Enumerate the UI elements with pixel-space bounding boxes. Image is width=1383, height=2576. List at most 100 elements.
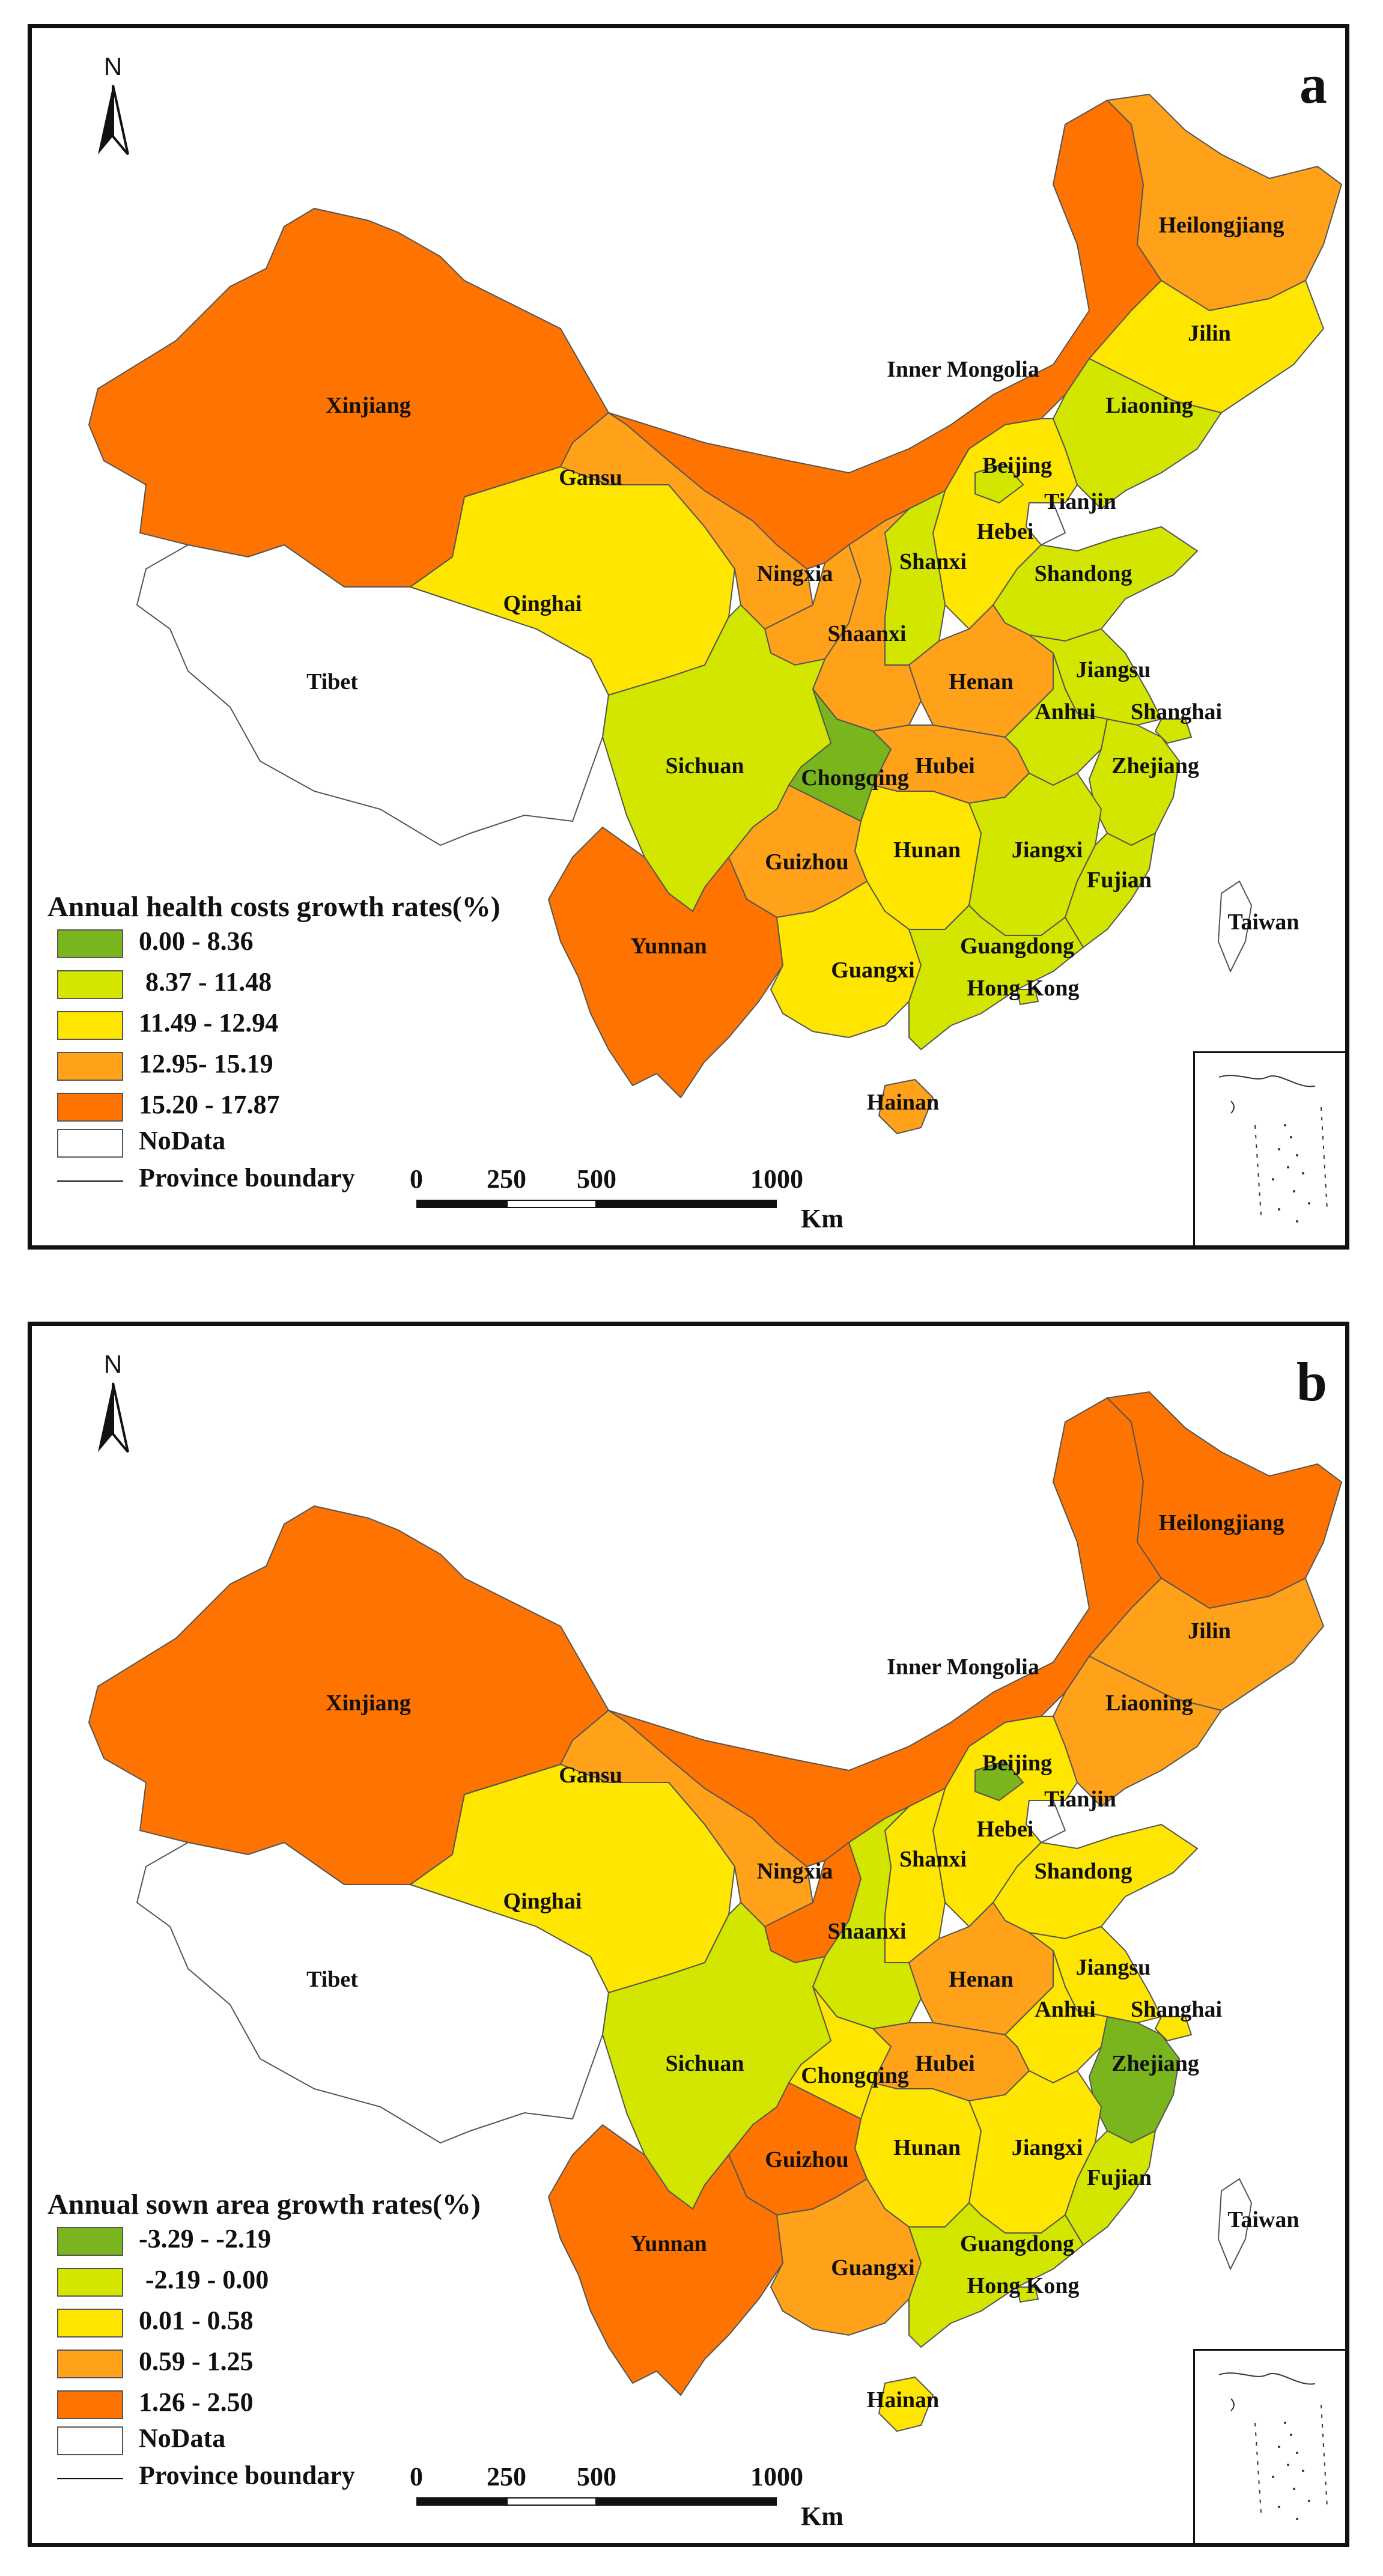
boundary-line-symbol <box>57 1180 123 1182</box>
legend-label: 1.26 - 2.50 <box>139 2387 254 2417</box>
province-label: Henan <box>949 1967 1014 1992</box>
province-taiwan <box>1217 880 1253 973</box>
province-yunnan <box>547 826 784 1099</box>
province-hongkong <box>1016 989 1039 1006</box>
legend-item: 0.00 - 8.36 <box>43 923 583 964</box>
province-guangdong <box>908 904 1084 1051</box>
province-label: Heilongjiang <box>1158 1510 1284 1536</box>
province-label: Shanxi <box>899 549 967 574</box>
legend-swatch <box>57 2268 123 2297</box>
scale-tick: 250 <box>487 1164 526 1194</box>
province-label: Taiwan <box>1228 2207 1299 2232</box>
legend-label: 15.20 - 17.87 <box>139 1090 280 1119</box>
legend-item: 15.20 - 17.87 <box>43 1087 583 1128</box>
legend: Annual sown area growth rates(%) -3.29 -… <box>43 2188 583 2499</box>
china-map-a: Xinjiang Tibet Qinghai Gansu Inner Mongolia H… <box>88 93 1343 1135</box>
legend-swatch <box>57 2227 123 2256</box>
province-label: Guizhou <box>765 2147 848 2172</box>
scale-tick: 0 <box>410 1164 423 1194</box>
panel-letter: a <box>1299 53 1327 115</box>
province-label: Qinghai <box>503 1889 582 1914</box>
legend-label: Province boundary <box>139 1163 355 1192</box>
china-map-b: Xinjiang Tibet Qinghai Gansu Inner Mongolia H… <box>88 1391 1343 2432</box>
province-label: Zhejiang <box>1111 2051 1199 2076</box>
province-label: Ningxia <box>757 561 833 586</box>
scale-tick: 500 <box>577 2462 616 2491</box>
province-label: Fujian <box>1087 867 1152 893</box>
province-label: Yunnan <box>630 934 707 959</box>
province-label: Hainan <box>867 1090 939 1115</box>
province-label: Hubei <box>915 753 974 779</box>
legend-swatch <box>57 1129 123 1158</box>
legend-item: NoData <box>43 1126 583 1160</box>
province-label: Tibet <box>306 669 358 694</box>
province-label: Hubei <box>915 2051 974 2076</box>
province-label: Sichuan <box>666 2051 744 2076</box>
legend-label: 0.01 - 0.58 <box>139 2306 254 2335</box>
inset-map <box>1218 1075 1328 1223</box>
legend-swatch <box>57 2350 123 2378</box>
province-label: Anhui <box>1035 699 1095 724</box>
scale-segment <box>597 2497 777 2506</box>
legend-label: NoData <box>139 2423 226 2453</box>
legend-swatch <box>57 970 123 999</box>
province-hainan <box>878 2376 934 2432</box>
legend-swatch <box>57 2426 123 2455</box>
legend: Annual health costs growth rates(%) 0.00… <box>43 890 583 1201</box>
province-label: Hainan <box>867 2387 939 2413</box>
legend-label: -3.29 - -2.19 <box>139 2224 271 2253</box>
north-letter: N <box>103 52 123 80</box>
province-label: Heilongjiang <box>1158 213 1284 238</box>
province-label: Sichuan <box>666 753 744 779</box>
legend-item: Province boundary <box>43 2458 583 2499</box>
province-guangdong <box>908 2202 1084 2348</box>
province-label: Inner Mongolia <box>887 357 1039 382</box>
legend-item: 8.37 - 11.48 <box>43 964 583 1005</box>
legend-item: 12.95- 15.19 <box>43 1046 583 1087</box>
province-label: Xinjiang <box>326 1690 410 1716</box>
province-hongkong <box>1016 2286 1039 2303</box>
province-shanghai <box>1154 718 1193 744</box>
province-label: Xinjiang <box>326 393 410 418</box>
panel-letter: b <box>1296 1351 1327 1412</box>
province-label: Hebei <box>977 1817 1034 1842</box>
province-tibet <box>136 1841 610 2144</box>
legend-item: 0.01 - 0.58 <box>43 2303 583 2344</box>
scale-tick: 1000 <box>750 1164 803 1194</box>
province-label: Anhui <box>1035 1997 1095 2022</box>
inset-map <box>1218 2372 1328 2520</box>
scale-tick: 0 <box>410 2462 423 2491</box>
north-arrow-icon <box>98 1382 129 1453</box>
legend-swatch <box>57 1052 123 1081</box>
province-label: Tianjin <box>1044 489 1116 514</box>
legend-label: -2.19 - 0.00 <box>139 2265 269 2294</box>
province-label: Liaoning <box>1105 1690 1193 1716</box>
province-label: Shaanxi <box>828 621 907 646</box>
province-label: Shandong <box>1035 1859 1132 1884</box>
province-label: Chongqing <box>801 765 909 791</box>
legend-item: 0.59 - 1.25 <box>43 2344 583 2384</box>
province-label: Guangxi <box>831 958 914 983</box>
scale-unit: Km <box>801 2502 843 2531</box>
legend-item: -3.29 - -2.19 <box>43 2221 583 2262</box>
province-beijing <box>974 463 1024 504</box>
province-label: Tibet <box>306 1967 358 1992</box>
scale-bar: 0 250 500 1000 Km <box>410 2461 843 2533</box>
legend-title: Annual sown area growth rates(%) <box>47 2189 481 2220</box>
province-label: Hong Kong <box>967 2273 1080 2298</box>
province-label: Liaoning <box>1105 393 1193 418</box>
province-label: Yunnan <box>630 2231 707 2256</box>
province-tibet <box>136 544 610 846</box>
province-label: Guangdong <box>960 2231 1074 2256</box>
north-letter: N <box>103 1350 123 1378</box>
province-label: Fujian <box>1087 2165 1152 2190</box>
province-label: Shanghai <box>1131 1997 1222 2022</box>
legend-label: Province boundary <box>139 2461 355 2490</box>
north-arrow: N <box>86 52 140 166</box>
province-label: Beijing <box>982 453 1052 478</box>
legend-swatch <box>57 1011 123 1040</box>
legend-swatch <box>57 1093 123 1122</box>
legend-item: -2.19 - 0.00 <box>43 2262 583 2303</box>
province-label: Jiangxi <box>1012 2135 1083 2160</box>
province-label: Shaanxi <box>828 1919 907 1944</box>
